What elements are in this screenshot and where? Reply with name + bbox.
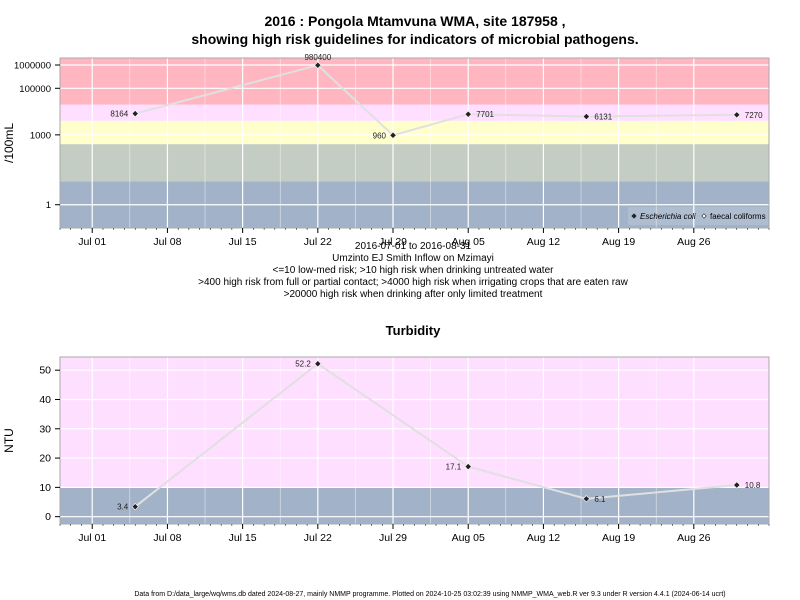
x-tick-label: Aug 19 <box>602 236 635 248</box>
data-label: 3.4 <box>117 503 129 512</box>
bacteria-panel: Jul 01 Jul 08 Jul 15 Jul 22 Jul 29 Aug 05 Aug … <box>2 53 770 248</box>
series-line <box>134 64 737 137</box>
y-axis-label: NTU <box>2 428 16 453</box>
data-label: 7701 <box>476 110 494 119</box>
x-tick-label: Jul 15 <box>229 532 257 544</box>
legend-box <box>628 207 768 225</box>
y-tick-label: 10 <box>39 482 51 494</box>
y-tick-label: 1000 <box>30 130 51 141</box>
data-point <box>314 61 322 69</box>
x-tick-label: Aug 26 <box>677 236 710 248</box>
y-tick-label: 1 <box>46 200 51 211</box>
risk-band-pink <box>60 104 769 121</box>
y-tick-label: 20 <box>39 453 51 465</box>
data-label: 6131 <box>594 113 612 122</box>
data-point <box>131 503 139 511</box>
data-point <box>389 131 397 139</box>
x-tick-label: Jul 29 <box>379 236 407 248</box>
chart-title-line2: showing high risk guidelines for indicat… <box>191 31 638 47</box>
data-label: 17.1 <box>446 463 462 472</box>
data-point <box>733 481 741 489</box>
data-point <box>464 462 472 471</box>
note-line-3: >20000 high risk when drinking after onl… <box>284 289 543 300</box>
x-tick-label: Aug 05 <box>452 532 485 544</box>
x-tick-label: Aug 12 <box>527 236 560 248</box>
x-tick-label: Aug 05 <box>452 236 485 248</box>
x-tick-label: Jul 01 <box>78 532 106 544</box>
x-tick-label: Jul 08 <box>153 532 181 544</box>
risk-band-green <box>60 144 769 182</box>
site-name: Umzinto EJ Smith Inflow on Mzimayi <box>332 253 494 264</box>
data-point <box>314 360 322 368</box>
x-tick-label: Jul 29 <box>379 532 407 544</box>
legend-marker <box>701 213 707 219</box>
data-label: 980400 <box>304 53 331 62</box>
risk-band-red <box>60 58 769 105</box>
x-tick-label: Jul 15 <box>229 236 257 248</box>
legend-label: Escherichia coli <box>640 212 696 221</box>
y-axis-label: /100mL <box>2 123 16 163</box>
y-tick-label: 30 <box>39 423 51 435</box>
data-point <box>582 495 591 503</box>
data-point <box>582 112 591 121</box>
data-point <box>131 110 139 118</box>
data-label: 10.8 <box>745 481 761 490</box>
data-label: 52.2 <box>295 360 311 369</box>
y-tick-label: 50 <box>39 365 51 377</box>
legend-marker <box>631 213 637 219</box>
turbidity-title: Turbidity <box>386 323 441 338</box>
footer-note: Data from D:/data_large/wq/wms.db dated … <box>134 591 725 598</box>
y-tick-label: 1000000 <box>14 61 51 72</box>
x-tick-label: Aug 12 <box>527 532 560 544</box>
x-tick-label: Aug 19 <box>602 532 635 544</box>
x-tick-label: Jul 22 <box>304 236 332 248</box>
data-label: 7270 <box>745 111 763 120</box>
data-point <box>733 111 741 119</box>
turbidity-panel: Jul 01 Jul 08 Jul 15 Jul 22 Jul 29 Aug 05 Aug … <box>2 356 770 544</box>
y-tick-label: 40 <box>39 394 51 406</box>
data-label: 960 <box>373 131 387 140</box>
y-tick-label: 0 <box>45 511 51 523</box>
risk-band-blue <box>60 487 769 524</box>
data-label: 8164 <box>110 110 128 119</box>
x-tick-label: Jul 01 <box>78 236 106 248</box>
legend-label: faecal coliforms <box>710 212 766 221</box>
data-label: 6.1 <box>594 495 606 504</box>
chart-title-line1: 2016 : Pongola Mtamvuna WMA, site 187958… <box>264 13 565 29</box>
note-line-2: >400 high risk from full or partial cont… <box>198 277 628 288</box>
x-tick-label: Jul 22 <box>304 532 332 544</box>
risk-band-pink <box>60 357 769 488</box>
x-tick-label: Aug 26 <box>677 532 710 544</box>
date-range: 2016-07-01 to 2016-08-31 <box>355 241 472 252</box>
note-line-1: <=10 low-med risk; >10 high risk when dr… <box>273 265 555 276</box>
risk-band-yellow <box>60 120 769 145</box>
x-tick-label: Jul 08 <box>153 236 181 248</box>
data-point <box>464 110 472 118</box>
y-tick-label: 100000 <box>19 84 51 95</box>
